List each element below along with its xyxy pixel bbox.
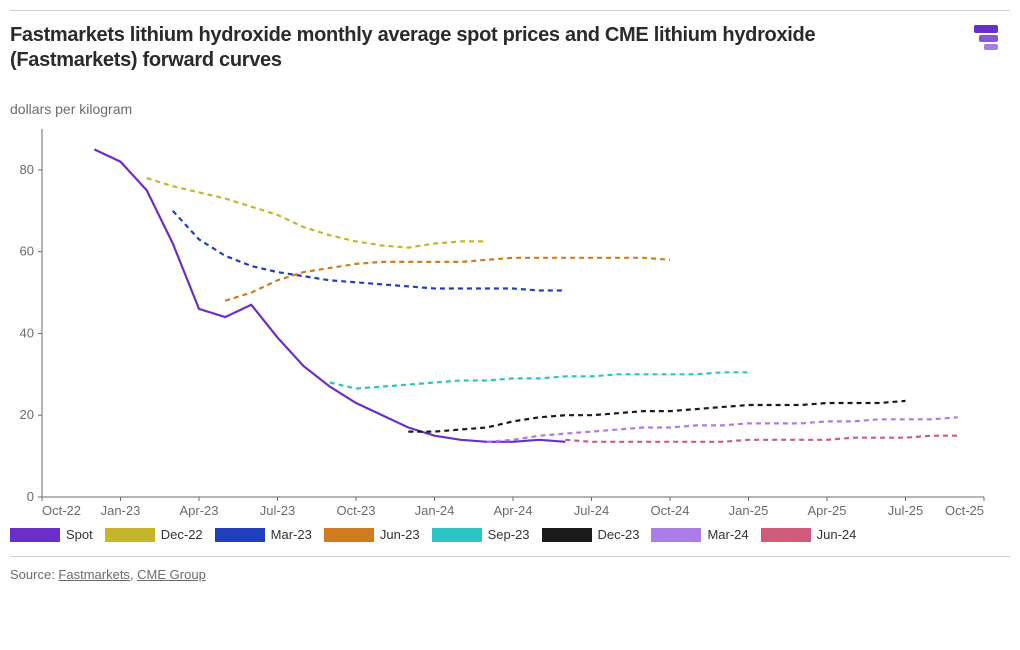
y-tick-label: 20 xyxy=(20,407,34,422)
series-jun24 xyxy=(565,436,958,442)
x-tick-label: Oct-24 xyxy=(650,503,689,518)
source-link-cme[interactable]: CME Group xyxy=(137,567,206,582)
plot-area: 0 20 40 60 80 Oct-22 Jan-23 Apr-23 Jul-23 Oct-23 J… xyxy=(10,121,990,521)
legend-swatch-jun24 xyxy=(761,528,811,542)
top-divider xyxy=(10,10,1010,11)
legend-label-jun23: Jun-23 xyxy=(380,527,420,542)
chart-title: Fastmarkets lithium hydroxide monthly av… xyxy=(10,23,870,73)
y-tick-label: 40 xyxy=(20,325,34,340)
series-sep23 xyxy=(330,372,749,388)
legend-swatch-dec23 xyxy=(542,528,592,542)
legend-swatch-mar24 xyxy=(651,528,701,542)
legend-item-dec22: Dec-22 xyxy=(105,527,203,542)
x-tick-label: Jan-25 xyxy=(729,503,769,518)
legend-swatch-mar23 xyxy=(215,528,265,542)
source-link-fastmarkets[interactable]: Fastmarkets xyxy=(58,567,130,582)
series-spot xyxy=(94,149,565,441)
header: Fastmarkets lithium hydroxide monthly av… xyxy=(10,23,1010,73)
x-tick-label: Oct-25 xyxy=(945,503,984,518)
series-jun23 xyxy=(225,258,670,301)
x-tick-label: Apr-23 xyxy=(179,503,218,518)
chart-svg: 0 20 40 60 80 Oct-22 Jan-23 Apr-23 Jul-23 Oct-23 J… xyxy=(10,121,990,521)
legend-swatch-jun23 xyxy=(324,528,374,542)
legend-label-dec23: Dec-23 xyxy=(598,527,640,542)
legend-item-mar23: Mar-23 xyxy=(215,527,312,542)
legend-swatch-dec22 xyxy=(105,528,155,542)
legend-swatch-spot xyxy=(10,528,60,542)
y-tick-label: 60 xyxy=(20,244,34,259)
legend-item-mar24: Mar-24 xyxy=(651,527,748,542)
legend-label-dec22: Dec-22 xyxy=(161,527,203,542)
x-tick-label: Oct-22 xyxy=(42,503,81,518)
x-tick-label: Jul-24 xyxy=(574,503,609,518)
chart-container: Fastmarkets lithium hydroxide monthly av… xyxy=(0,0,1020,650)
legend-swatch-sep23 xyxy=(432,528,482,542)
legend-item-dec23: Dec-23 xyxy=(542,527,640,542)
x-tick-label: Jan-23 xyxy=(101,503,141,518)
legend-item-sep23: Sep-23 xyxy=(432,527,530,542)
x-tick-label: Oct-23 xyxy=(336,503,375,518)
legend-label-spot: Spot xyxy=(66,527,93,542)
legend-item-jun23: Jun-23 xyxy=(324,527,420,542)
legend-label-jun24: Jun-24 xyxy=(817,527,857,542)
fastmarkets-logo-icon xyxy=(974,25,1004,58)
x-tick-label: Jan-24 xyxy=(415,503,455,518)
x-tick-label: Jul-23 xyxy=(260,503,295,518)
y-tick-label: 0 xyxy=(27,489,34,504)
x-tick-label: Apr-25 xyxy=(807,503,846,518)
legend: Spot Dec-22 Mar-23 Jun-23 Sep-23 Dec-23 Mar-24… xyxy=(10,527,910,542)
legend-item-jun24: Jun-24 xyxy=(761,527,857,542)
y-tick-label: 80 xyxy=(20,162,34,177)
legend-label-sep23: Sep-23 xyxy=(488,527,530,542)
series-mar23 xyxy=(173,211,566,291)
bottom-divider xyxy=(10,556,1010,557)
x-tick-label: Apr-24 xyxy=(493,503,532,518)
series-dec23 xyxy=(408,401,905,432)
y-axis-label: dollars per kilogram xyxy=(10,101,1010,117)
source-prefix: Source: xyxy=(10,567,58,582)
legend-item-spot: Spot xyxy=(10,527,93,542)
x-tick-label: Jul-25 xyxy=(888,503,923,518)
legend-label-mar24: Mar-24 xyxy=(707,527,748,542)
series-mar24 xyxy=(487,417,958,442)
source-line: Source: Fastmarkets, CME Group xyxy=(10,567,1010,582)
legend-label-mar23: Mar-23 xyxy=(271,527,312,542)
